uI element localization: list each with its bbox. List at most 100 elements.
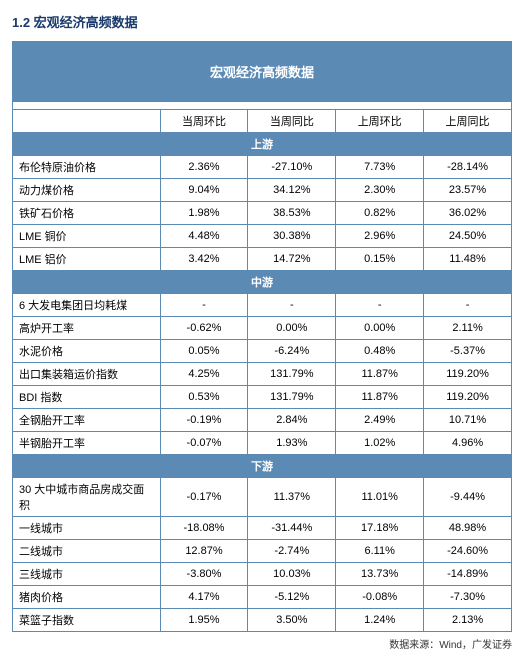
- row-label: 三线城市: [13, 563, 161, 586]
- data-cell: 36.02%: [424, 202, 512, 225]
- row-label: 出口集装箱运价指数: [13, 363, 161, 386]
- data-cell: 4.48%: [160, 225, 248, 248]
- data-cell: 9.04%: [160, 179, 248, 202]
- data-cell: 1.98%: [160, 202, 248, 225]
- data-cell: 4.17%: [160, 586, 248, 609]
- data-cell: 10.03%: [248, 563, 336, 586]
- row-label: 一线城市: [13, 517, 161, 540]
- row-label: 布伦特原油价格: [13, 156, 161, 179]
- column-header: 当周环比: [160, 110, 248, 133]
- spacer: [13, 102, 512, 110]
- data-cell: -18.08%: [160, 517, 248, 540]
- section-header: 上游: [13, 133, 512, 156]
- section-header: 下游: [13, 455, 512, 478]
- data-cell: 2.84%: [248, 409, 336, 432]
- data-cell: -0.19%: [160, 409, 248, 432]
- data-cell: 24.50%: [424, 225, 512, 248]
- data-cell: -14.89%: [424, 563, 512, 586]
- row-label: 二线城市: [13, 540, 161, 563]
- data-cell: -27.10%: [248, 156, 336, 179]
- data-cell: -6.24%: [248, 340, 336, 363]
- data-cell: 0.48%: [336, 340, 424, 363]
- data-cell: 0.05%: [160, 340, 248, 363]
- data-cell: 11.87%: [336, 386, 424, 409]
- column-header: 上周环比: [336, 110, 424, 133]
- data-cell: -0.08%: [336, 586, 424, 609]
- row-label: 铁矿石价格: [13, 202, 161, 225]
- data-source: 数据来源：Wind，广发证券: [12, 636, 512, 651]
- data-cell: -0.17%: [160, 478, 248, 517]
- data-cell: 23.57%: [424, 179, 512, 202]
- data-cell: 17.18%: [336, 517, 424, 540]
- data-cell: -0.07%: [160, 432, 248, 455]
- data-cell: -: [160, 294, 248, 317]
- data-cell: 7.73%: [336, 156, 424, 179]
- column-header: 当周同比: [248, 110, 336, 133]
- data-cell: -: [336, 294, 424, 317]
- data-cell: 11.87%: [336, 363, 424, 386]
- data-cell: 2.30%: [336, 179, 424, 202]
- row-label: BDI 指数: [13, 386, 161, 409]
- data-cell: 131.79%: [248, 386, 336, 409]
- row-label: 水泥价格: [13, 340, 161, 363]
- data-cell: 2.36%: [160, 156, 248, 179]
- data-cell: 2.49%: [336, 409, 424, 432]
- data-cell: 3.42%: [160, 248, 248, 271]
- data-cell: -5.12%: [248, 586, 336, 609]
- data-cell: 11.37%: [248, 478, 336, 517]
- row-label: 6 大发电集团日均耗煤: [13, 294, 161, 317]
- data-cell: 11.48%: [424, 248, 512, 271]
- data-cell: -: [424, 294, 512, 317]
- data-cell: 119.20%: [424, 363, 512, 386]
- macro-data-table: 宏观经济高频数据当周环比当周同比上周环比上周同比上游布伦特原油价格2.36%-2…: [12, 41, 512, 632]
- data-cell: 4.25%: [160, 363, 248, 386]
- data-cell: 1.24%: [336, 609, 424, 632]
- data-cell: -2.74%: [248, 540, 336, 563]
- data-cell: 1.93%: [248, 432, 336, 455]
- data-cell: 4.96%: [424, 432, 512, 455]
- data-cell: -31.44%: [248, 517, 336, 540]
- data-cell: 1.02%: [336, 432, 424, 455]
- data-cell: 2.96%: [336, 225, 424, 248]
- row-label: 30 大中城市商品房成交面积: [13, 478, 161, 517]
- data-cell: 0.00%: [248, 317, 336, 340]
- row-label: LME 铝价: [13, 248, 161, 271]
- data-cell: 38.53%: [248, 202, 336, 225]
- data-cell: -24.60%: [424, 540, 512, 563]
- row-label: 菜篮子指数: [13, 609, 161, 632]
- data-cell: 13.73%: [336, 563, 424, 586]
- data-cell: 1.95%: [160, 609, 248, 632]
- data-cell: 0.82%: [336, 202, 424, 225]
- table-title: 宏观经济高频数据: [13, 42, 512, 102]
- data-cell: -7.30%: [424, 586, 512, 609]
- data-cell: 119.20%: [424, 386, 512, 409]
- data-cell: 2.11%: [424, 317, 512, 340]
- data-cell: 34.12%: [248, 179, 336, 202]
- data-cell: 12.87%: [160, 540, 248, 563]
- data-cell: -28.14%: [424, 156, 512, 179]
- column-header: [13, 110, 161, 133]
- data-cell: 2.13%: [424, 609, 512, 632]
- data-cell: -: [248, 294, 336, 317]
- data-cell: 11.01%: [336, 478, 424, 517]
- data-cell: -0.62%: [160, 317, 248, 340]
- section-header: 中游: [13, 271, 512, 294]
- data-cell: 131.79%: [248, 363, 336, 386]
- data-cell: 0.15%: [336, 248, 424, 271]
- data-cell: -9.44%: [424, 478, 512, 517]
- data-cell: 30.38%: [248, 225, 336, 248]
- data-cell: 0.00%: [336, 317, 424, 340]
- page-title: 1.2 宏观经济高频数据: [12, 12, 516, 31]
- row-label: 全钢胎开工率: [13, 409, 161, 432]
- row-label: 半钢胎开工率: [13, 432, 161, 455]
- column-header: 上周同比: [424, 110, 512, 133]
- row-label: LME 铜价: [13, 225, 161, 248]
- data-cell: 10.71%: [424, 409, 512, 432]
- data-cell: -3.80%: [160, 563, 248, 586]
- data-cell: -5.37%: [424, 340, 512, 363]
- data-cell: 48.98%: [424, 517, 512, 540]
- data-cell: 14.72%: [248, 248, 336, 271]
- row-label: 动力煤价格: [13, 179, 161, 202]
- row-label: 猪肉价格: [13, 586, 161, 609]
- row-label: 高炉开工率: [13, 317, 161, 340]
